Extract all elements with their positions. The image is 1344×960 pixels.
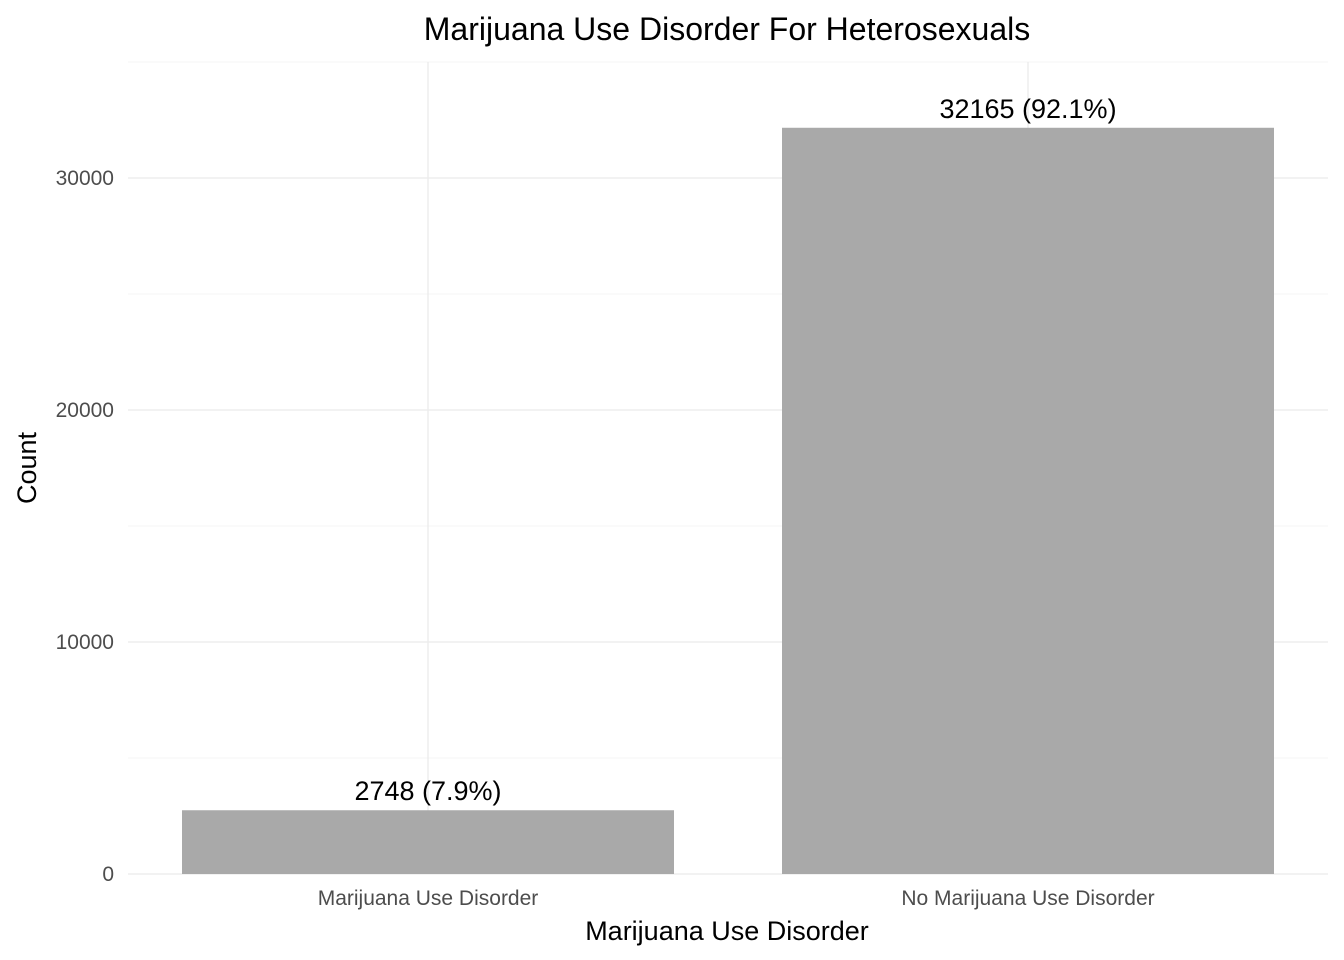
y-tick-label: 20000 <box>56 399 114 422</box>
bar-data-label: 2748 (7.9%) <box>354 776 501 806</box>
y-tick-label: 10000 <box>56 631 114 654</box>
bar <box>182 810 674 874</box>
x-tick-label: No Marijuana Use Disorder <box>901 887 1154 910</box>
y-tick-label: 30000 <box>56 167 114 190</box>
bars <box>182 127 1274 875</box>
x-axis-title: Marijuana Use Disorder <box>585 916 869 946</box>
bar <box>782 127 1274 875</box>
data-labels: 2748 (7.9%) 32165 (92.1%) <box>354 94 1116 806</box>
chart-title: Marijuana Use Disorder For Heterosexuals <box>424 11 1030 47</box>
y-axis-title: Count <box>12 431 42 504</box>
y-axis-ticks: 0 10000 20000 30000 <box>56 167 114 886</box>
y-tick-label: 0 <box>102 863 114 886</box>
x-axis-ticks: Marijuana Use Disorder No Marijuana Use D… <box>318 887 1155 910</box>
x-tick-label: Marijuana Use Disorder <box>318 887 539 910</box>
bar-data-label: 32165 (92.1%) <box>939 94 1116 124</box>
